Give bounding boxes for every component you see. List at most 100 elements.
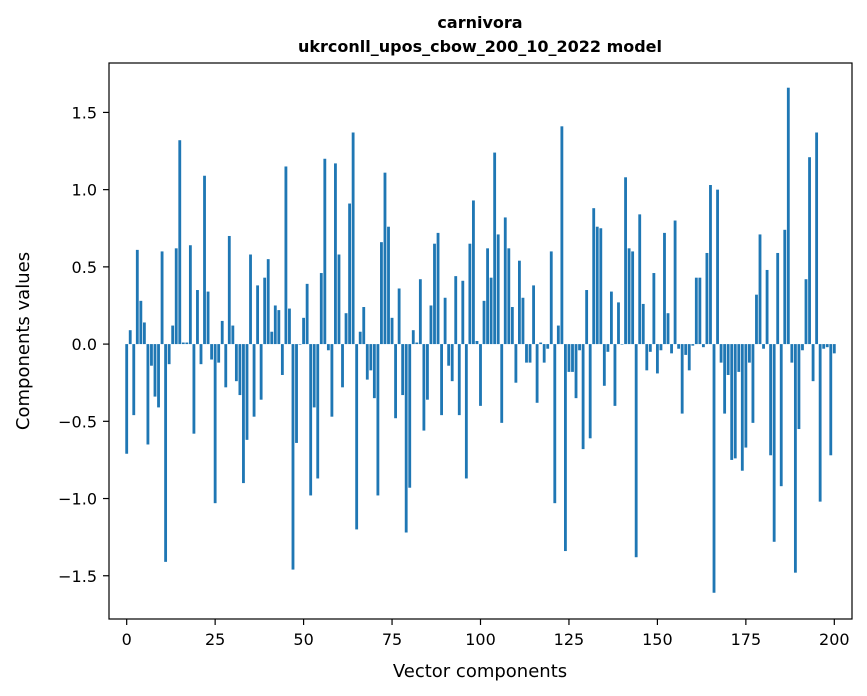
bar-172 (733, 344, 737, 459)
bar-143 (631, 251, 635, 345)
bar-199 (829, 344, 833, 456)
bar-21 (199, 344, 203, 365)
bar-11 (164, 344, 168, 562)
bar-182 (769, 344, 773, 456)
bar-29 (227, 235, 231, 345)
bar-31 (234, 344, 238, 382)
bar-125 (567, 344, 571, 372)
bar-79 (404, 344, 408, 533)
bar-122 (556, 325, 560, 345)
bar-49 (298, 344, 302, 345)
bar-153 (666, 313, 670, 345)
bar-118 (542, 344, 546, 363)
bar-164 (705, 252, 709, 345)
bar-116 (535, 344, 539, 403)
bar-156 (677, 344, 681, 349)
bar-121 (553, 344, 557, 504)
bar-78 (401, 344, 405, 396)
bar-32 (238, 344, 242, 396)
bar-148 (648, 344, 652, 352)
y-tick-label: 0.5 (72, 258, 97, 277)
bar-128 (578, 344, 581, 351)
y-tick-label: −0.5 (58, 412, 97, 431)
bar-39 (263, 277, 267, 345)
bar-184 (776, 252, 780, 345)
bar-85 (426, 344, 429, 400)
y-tick-label: 1.5 (72, 103, 97, 122)
bar-36 (252, 344, 256, 417)
x-tick-label: 200 (819, 630, 850, 649)
bar-163 (701, 344, 705, 348)
bar-74 (387, 226, 390, 345)
bar-127 (574, 344, 578, 399)
bar-12 (167, 344, 171, 365)
bar-190 (797, 344, 801, 430)
bar-111 (518, 260, 521, 345)
bar-50 (302, 317, 306, 345)
bar-2 (132, 344, 136, 416)
bar-183 (772, 344, 776, 542)
bar-53 (312, 344, 316, 408)
bar-180 (762, 344, 765, 349)
bar-97 (468, 243, 472, 345)
bar-191 (801, 344, 804, 351)
bar-77 (397, 288, 401, 345)
bar-198 (825, 344, 829, 348)
bar-7 (150, 344, 153, 366)
bar-196 (818, 344, 822, 502)
bar-83 (418, 279, 422, 345)
bar-22 (203, 175, 206, 345)
bar-27 (220, 320, 224, 345)
bar-136 (606, 344, 610, 352)
bar-189 (793, 344, 797, 573)
bar-174 (740, 344, 744, 471)
bar-162 (698, 277, 702, 345)
bar-5 (142, 322, 146, 345)
y-axis-label: Components values (13, 252, 34, 430)
bar-100 (479, 344, 482, 406)
bar-65 (355, 344, 359, 530)
x-tick-label: 0 (122, 630, 132, 649)
bar-99 (475, 341, 479, 345)
bar-133 (595, 226, 599, 345)
bar-95 (461, 280, 465, 345)
bar-161 (694, 277, 698, 345)
bar-1 (128, 330, 132, 345)
bar-129 (581, 344, 585, 450)
bar-167 (716, 189, 719, 345)
bar-46 (288, 308, 291, 345)
bar-194 (811, 344, 815, 382)
bar-102 (486, 248, 489, 345)
bar-24 (210, 344, 214, 360)
bar-73 (383, 172, 387, 345)
bar-169 (723, 344, 727, 414)
bar-140 (620, 344, 624, 345)
bar-8 (153, 344, 157, 397)
bar-175 (744, 344, 748, 448)
bar-30 (231, 325, 235, 345)
bar-42 (273, 305, 277, 345)
bar-170 (726, 344, 730, 375)
bar-193 (808, 157, 811, 345)
bar-0 (125, 344, 129, 454)
bar-47 (291, 344, 295, 570)
y-tick-label: −1.5 (58, 567, 97, 586)
bar-113 (525, 344, 528, 363)
bar-155 (673, 220, 677, 345)
bar-159 (687, 344, 691, 371)
bar-178 (755, 294, 758, 345)
x-tick-label: 150 (642, 630, 673, 649)
bar-58 (330, 344, 334, 417)
bar-66 (358, 331, 362, 345)
bar-96 (464, 344, 468, 479)
bar-130 (585, 290, 589, 345)
y-tick-label: 1.0 (72, 181, 97, 200)
bar-119 (546, 344, 550, 349)
bar-147 (645, 344, 649, 371)
x-tick-label: 100 (465, 630, 496, 649)
bar-186 (783, 229, 787, 345)
bar-197 (822, 344, 826, 349)
bar-117 (539, 342, 543, 345)
bar-158 (684, 344, 688, 355)
bar-151 (659, 344, 663, 351)
